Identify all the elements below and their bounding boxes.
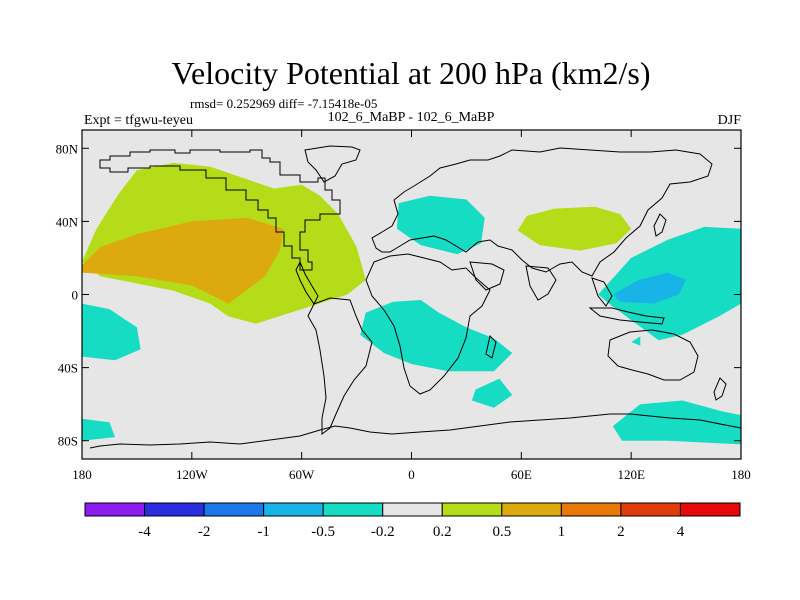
contour-region-12 (631, 336, 641, 346)
india-outline (525, 265, 557, 301)
colorbar-box-5 (382, 502, 443, 517)
colorbar-label-5: 0.2 (433, 524, 452, 540)
x-tick-label-5: 120E (617, 467, 645, 482)
x-tick-label-1: 120W (176, 467, 209, 482)
contour-region-4 (396, 195, 485, 255)
colorbar-box-0 (84, 502, 146, 517)
axis-ticks (81, 130, 742, 459)
colorbar-label-9: 4 (677, 524, 685, 540)
axis-labels: 180 120W 60W 0 60E 120E 180 80N 40N 0 40S 80S (56, 141, 751, 482)
season-label: DJF (718, 113, 742, 128)
madagascar-outline (485, 335, 497, 359)
colorbar-box-10 (679, 502, 741, 517)
contour-region-1 (82, 217, 284, 304)
contour-region-7 (82, 303, 141, 361)
contour-region-8 (82, 418, 115, 441)
colorbar-label-7: 1 (558, 524, 566, 540)
indonesia-outline (588, 307, 665, 325)
chart-title: Velocity Potential at 200 hPa (km2/s) (171, 55, 650, 91)
colorbar-label-3: -0.5 (311, 524, 335, 540)
colorbar-label-6: 0.5 (492, 524, 511, 540)
y-tick-label-4: 80S (58, 434, 78, 449)
x-tick-label-0: 180 (72, 467, 92, 482)
colorbar: -4 -2 -1 -0.5 -0.2 0.2 0.5 1 2 4 (84, 502, 741, 540)
map-plot-area (81, 129, 742, 460)
africa-outline (365, 253, 491, 395)
greenland-outline (304, 145, 361, 183)
australia-outline (607, 329, 699, 381)
colorbar-box-2 (203, 502, 265, 517)
stats-line: rmsd= 0.252969 diff= -7.15418e-05 (190, 96, 377, 111)
contour-region-10 (612, 272, 687, 304)
contour-region-6 (471, 378, 513, 408)
y-tick-label-2: 0 (72, 288, 79, 303)
colorbar-box-7 (501, 502, 562, 517)
colorbar-label-0: -4 (138, 524, 151, 540)
colorbar-label-4: -0.2 (371, 524, 395, 540)
contour-fill-regions (82, 162, 741, 445)
colorbar-box-3 (263, 502, 324, 517)
continent-outlines (89, 145, 742, 449)
colorbar-box-4 (322, 502, 384, 517)
subtitle: 102_6_MaBP - 102_6_MaBP (328, 110, 495, 125)
contour-region-5 (360, 300, 513, 372)
eurasia-outline (371, 147, 713, 277)
contour-region-11 (612, 400, 741, 445)
x-tick-label-6: 180 (731, 467, 751, 482)
colorbar-label-1: -2 (198, 524, 211, 540)
arabia-outline (469, 261, 505, 291)
contour-region-2 (517, 206, 632, 251)
y-tick-label-1: 40N (56, 214, 79, 229)
y-tick-label-0: 80N (56, 141, 79, 156)
central-america-outline (295, 260, 319, 305)
colorbar-box-6 (441, 502, 503, 517)
colorbar-box-1 (144, 502, 205, 517)
colorbar-label-8: 2 (617, 524, 625, 540)
x-tick-label-2: 60W (289, 467, 315, 482)
colorbar-label-2: -1 (257, 524, 270, 540)
y-tick-label-3: 40S (58, 361, 78, 376)
southeast-asia-outline (591, 277, 613, 307)
x-tick-label-3: 0 (408, 467, 415, 482)
x-tick-label-4: 60E (511, 467, 532, 482)
experiment-label: Expt = tfgwu-teyeu (84, 113, 193, 128)
south-america-outline (307, 297, 373, 435)
colorbar-box-9 (620, 502, 681, 517)
japan-outline (653, 213, 667, 237)
new-zealand-outline (713, 377, 727, 401)
colorbar-box-8 (560, 502, 622, 517)
antarctica-outline (89, 413, 742, 449)
north-america-outline (99, 149, 341, 271)
